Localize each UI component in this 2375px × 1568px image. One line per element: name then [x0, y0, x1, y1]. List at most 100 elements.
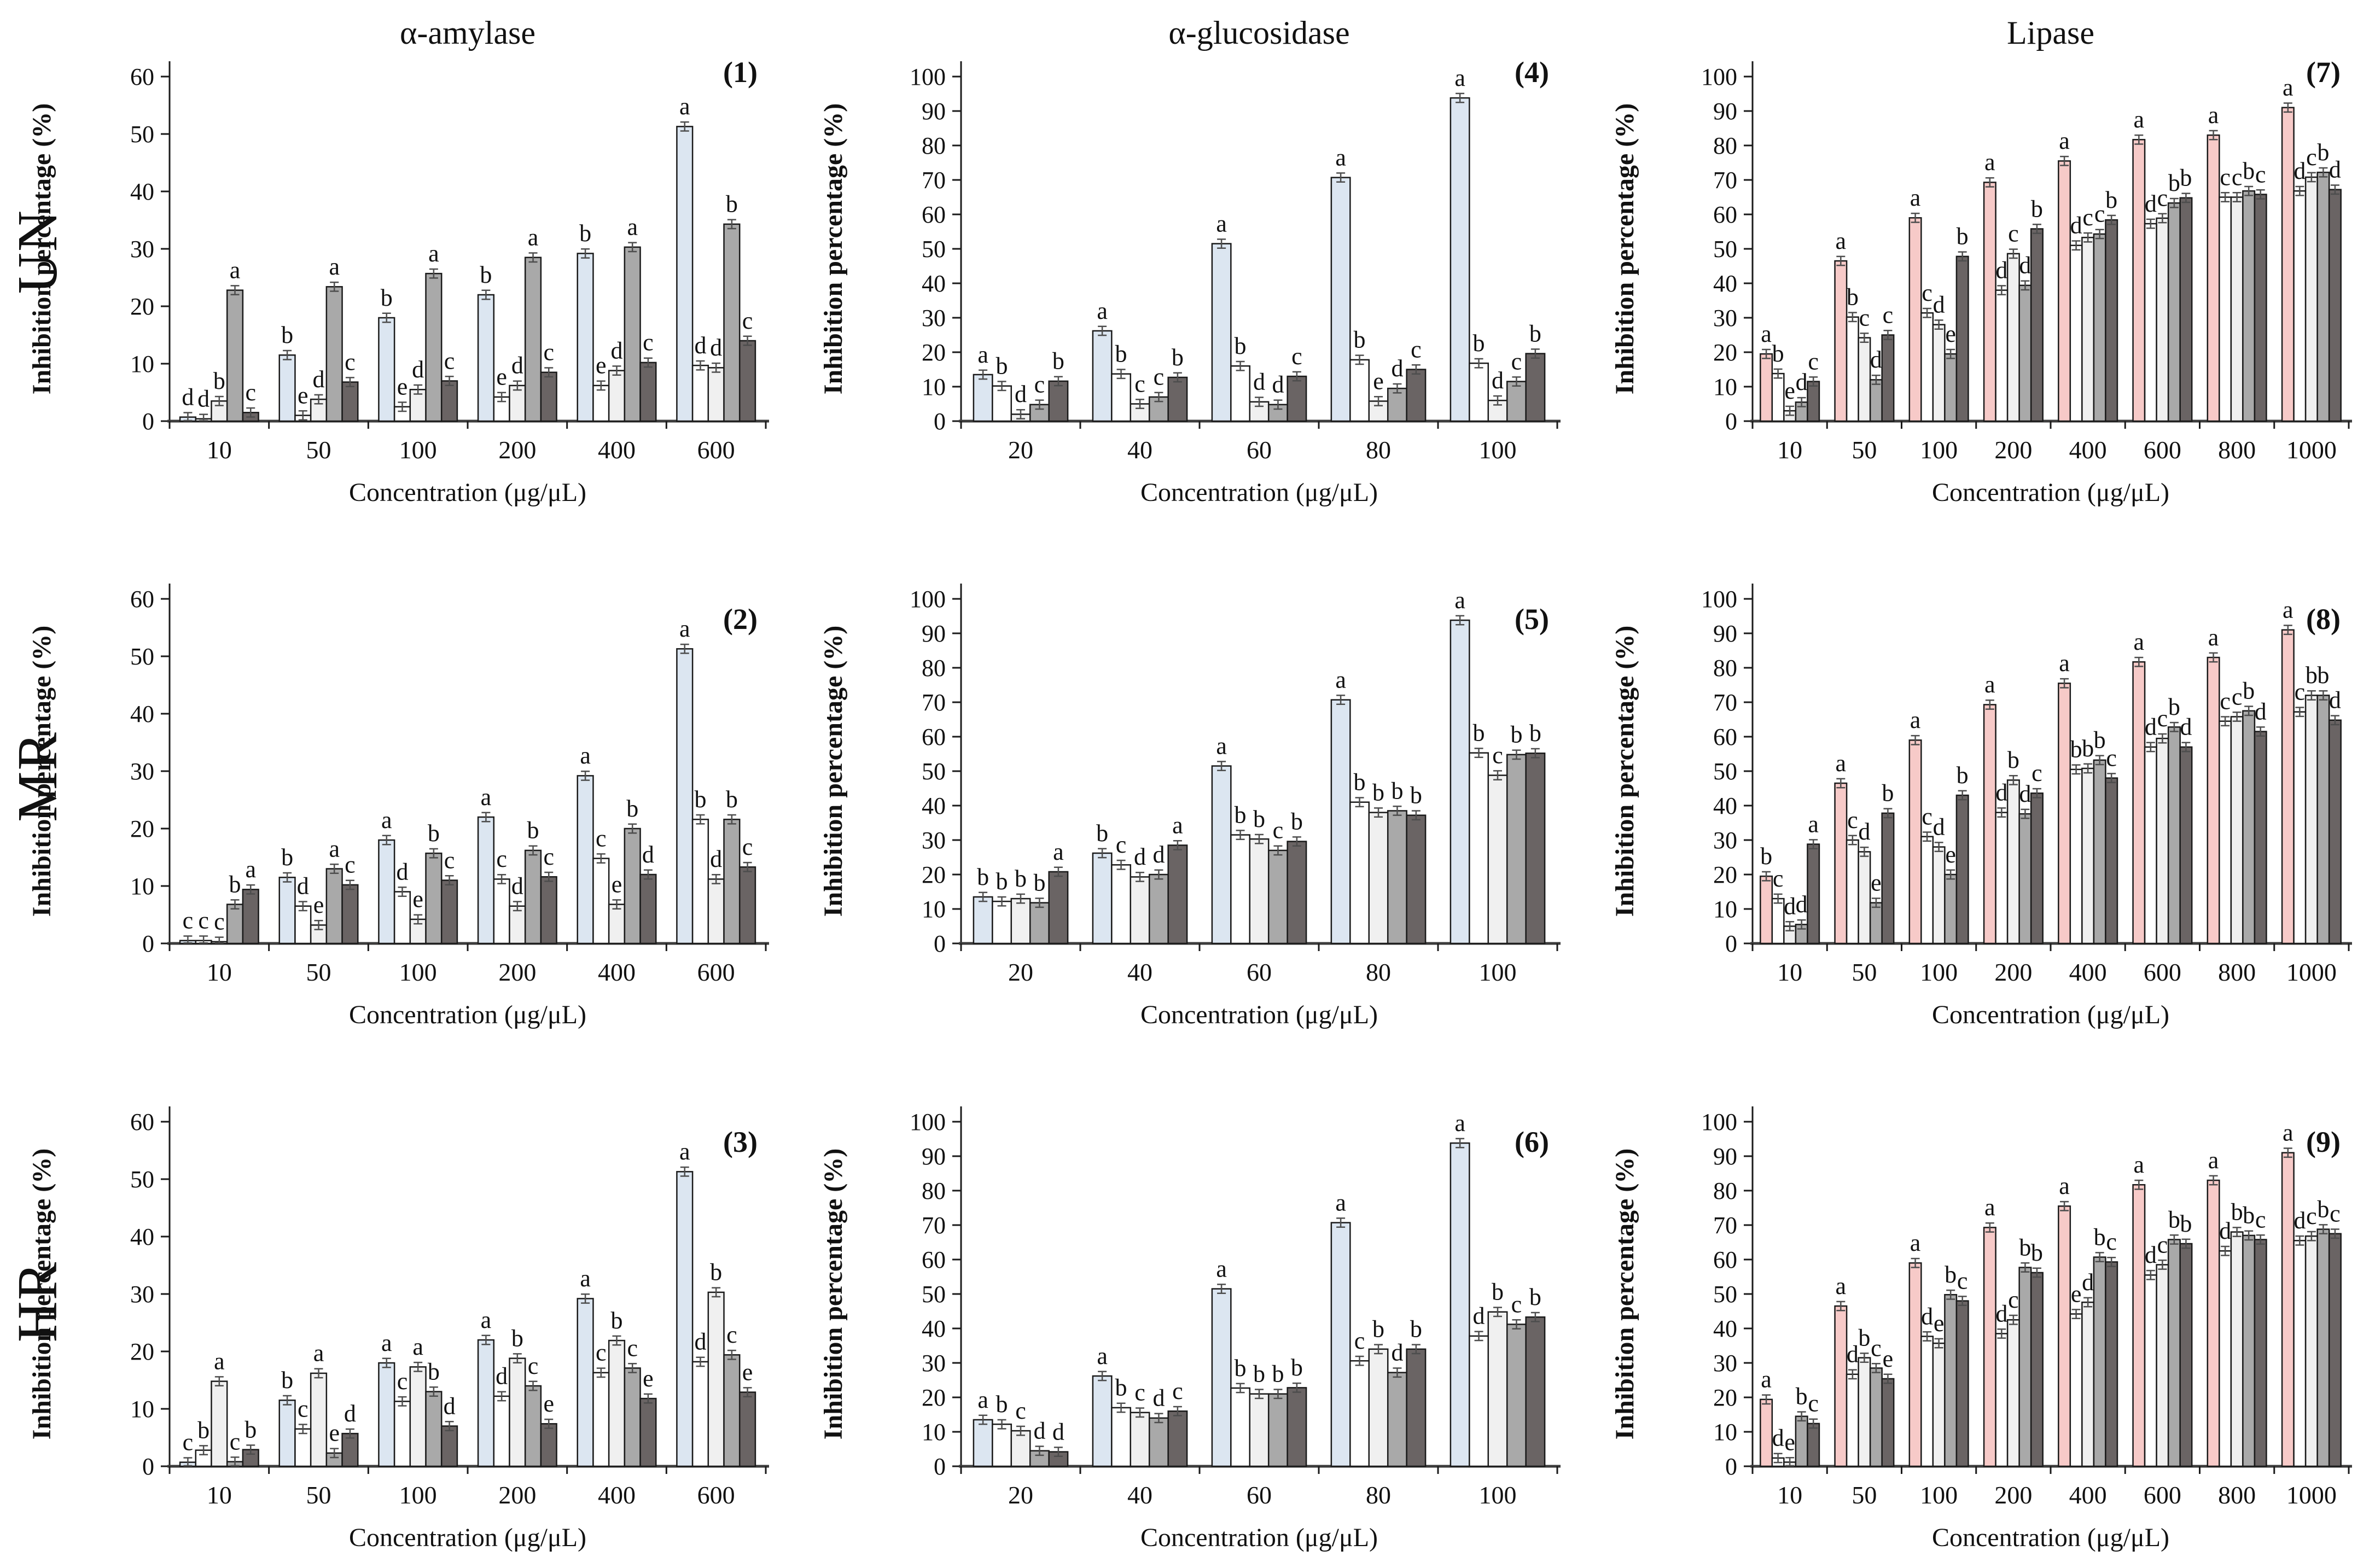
svg-text:30: 30 [130, 758, 154, 785]
chart-panel-8: (8) 0 10 20 30 40 50 60 70 80 90 100 Inhibition perc… [1583, 522, 2374, 1045]
medium-gray-bar [1387, 1372, 1407, 1467]
svg-text:10: 10 [130, 1396, 154, 1423]
svg-text:100: 100 [399, 958, 437, 986]
svg-text:60: 60 [1247, 958, 1272, 986]
significance-letter: d [710, 846, 722, 872]
significance-letter: a [2059, 1173, 2070, 1199]
bar-chart-4: α-glucosidase (4) 0 10 20 30 40 50 60 70 80 90 100 In… [819, 15, 1561, 507]
light-gray-bar [2230, 196, 2244, 422]
light-gray-bar [1932, 1342, 1946, 1467]
significance-letter: d [1272, 371, 1284, 398]
significance-letter: d [1391, 1339, 1403, 1366]
significance-letter: a [481, 1307, 492, 1333]
medium-gray-bar [2018, 1267, 2032, 1467]
svg-text:40: 40 [922, 792, 946, 819]
significance-letter: c [1291, 343, 1302, 370]
dark-gray-bar [2030, 1272, 2044, 1467]
svg-text:90: 90 [922, 98, 946, 125]
svg-text:40: 40 [922, 1315, 946, 1342]
medium-gray-bar [1944, 873, 1958, 945]
significance-letter: a [1761, 320, 1772, 347]
significance-letter: d [1995, 257, 2007, 283]
dark-gray-bar [2105, 777, 2118, 945]
significance-letter: b [1354, 769, 1366, 796]
svg-text:0: 0 [1725, 930, 1737, 957]
y-axis: 0 10 20 30 40 50 60 [130, 61, 171, 435]
dark-gray-bar [440, 380, 458, 422]
significance-letter: b [1115, 1374, 1127, 1401]
svg-text:40: 40 [1127, 1481, 1152, 1509]
white-bar [1230, 834, 1251, 945]
medium-gray-bar [1506, 1324, 1527, 1467]
significance-letter: c [2232, 683, 2243, 710]
dark-gray-bar [738, 1391, 756, 1467]
medium-gray-bar [1267, 1393, 1288, 1467]
significance-letter: c [2220, 164, 2231, 190]
significance-letter: d [2145, 1241, 2157, 1268]
medium-gray-bar [624, 827, 641, 945]
significance-letter: e [1883, 1345, 1894, 1372]
significance-letter: a [679, 93, 690, 120]
white-bar [992, 1423, 1012, 1467]
significance-letter: b [1473, 719, 1485, 746]
light-gray-bar [2156, 1264, 2169, 1467]
y-axis: 0 10 20 30 40 50 60 [130, 1106, 171, 1480]
svg-text:40: 40 [1713, 1315, 1737, 1342]
light-gray-bar [1858, 851, 1871, 945]
significance-letter: b [2306, 662, 2318, 689]
dark-gray-bar [1287, 375, 1307, 422]
significance-letter: c [1411, 336, 1422, 363]
significance-letter: d [1796, 891, 1808, 918]
dark-gray-bar [440, 879, 458, 945]
column-title: α-glucosidase [1168, 15, 1349, 51]
medium-gray-bar [1148, 873, 1169, 945]
significance-letter: d [642, 841, 654, 868]
significance-letter: d [197, 386, 209, 412]
significance-letter: d [1784, 893, 1796, 919]
y-axis-label: Inhibition percentage (%) [819, 1149, 848, 1439]
svg-text:600: 600 [2144, 1481, 2181, 1509]
pink-bar [1834, 260, 1848, 422]
chart-panel-2: (2) 0 10 20 30 40 50 60 Inhibition percentage (%… [0, 522, 791, 1045]
svg-text:100: 100 [1701, 586, 1737, 613]
white-bar [493, 878, 510, 945]
light-gray-bar [1487, 774, 1508, 945]
svg-text:90: 90 [922, 1143, 946, 1170]
svg-text:100: 100 [910, 586, 946, 613]
svg-text:100: 100 [399, 1481, 437, 1509]
significance-letter: b [1858, 1324, 1870, 1351]
white-bar [2293, 190, 2307, 422]
white-bar [1771, 372, 1785, 422]
svg-text:400: 400 [598, 1481, 636, 1509]
significance-letter: b [2007, 747, 2019, 773]
significance-letter: c [543, 843, 554, 870]
significance-letter: d [444, 1392, 456, 1419]
svg-text:100: 100 [1479, 1481, 1517, 1509]
significance-letter: c [596, 1339, 607, 1366]
svg-text:30: 30 [130, 236, 154, 263]
white-bar [493, 1395, 510, 1467]
svg-text:1000: 1000 [2286, 1481, 2337, 1509]
svg-text:30: 30 [1713, 1350, 1737, 1377]
column-title: α-amylase [400, 15, 535, 51]
svg-text:60: 60 [1713, 724, 1737, 750]
white-bar [2069, 244, 2083, 422]
significance-letter: c [1922, 803, 1932, 830]
significance-letter: c [183, 1429, 194, 1455]
medium-gray-bar [1506, 754, 1527, 945]
significance-letter: d [182, 383, 194, 410]
pink-bar [2058, 1205, 2071, 1467]
light-gray-bar [707, 878, 725, 945]
light-gray-bar [2081, 767, 2095, 945]
significance-letter: c [2330, 1200, 2341, 1227]
significance-letter: d [2219, 1217, 2231, 1244]
y-axis-label: Inhibition percentage (%) [27, 626, 56, 917]
significance-letter: c [1883, 301, 1894, 328]
svg-text:0: 0 [142, 1453, 154, 1480]
significance-letter: e [1871, 869, 1882, 896]
significance-letter: c [1859, 304, 1870, 331]
significance-letter: b [2019, 1234, 2031, 1261]
significance-letter: b [1235, 801, 1247, 828]
svg-text:70: 70 [1713, 1212, 1737, 1239]
